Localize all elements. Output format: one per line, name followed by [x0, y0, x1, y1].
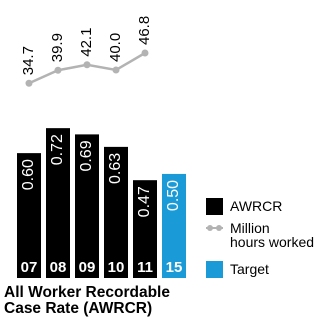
- hours-label-08: 39.9: [49, 33, 66, 62]
- legend-item-awrcr: AWRCR: [206, 198, 283, 215]
- category-label-11: 11: [137, 259, 153, 276]
- bar-value-label-10: 0.63: [107, 153, 124, 184]
- hours-point-07: [25, 79, 33, 87]
- hours-point-11: [141, 49, 149, 57]
- legend-label-target: Target: [230, 261, 269, 277]
- category-label-15: 15: [166, 259, 183, 276]
- legend-item-target: Target: [206, 261, 269, 278]
- bar-07: [17, 153, 41, 278]
- hours-point-09: [83, 61, 91, 69]
- hours-point-10: [112, 66, 120, 74]
- bar-10: [104, 146, 128, 278]
- legend-label-hours: Million hours worked: [230, 220, 315, 250]
- chart-title: All Worker Recordable Case Rate (AWRCR): [4, 285, 304, 317]
- category-label-09: 09: [79, 259, 96, 276]
- legend-item-hours: Million hours worked: [206, 221, 314, 249]
- hours-label-11: 46.8: [136, 16, 153, 45]
- hours-label-10: 40.0: [107, 33, 124, 62]
- chart-title-line-1: All Worker Recordable: [4, 284, 170, 301]
- category-label-07: 07: [21, 259, 38, 276]
- bar-value-label-15: 0.50: [165, 180, 182, 211]
- legend-line-dot-icon: [206, 225, 223, 231]
- bar-08: [46, 128, 70, 278]
- bar-value-label-08: 0.72: [49, 134, 66, 165]
- bar-value-label-09: 0.69: [78, 140, 95, 171]
- bar-11: [133, 180, 157, 278]
- category-label-08: 08: [50, 259, 67, 276]
- hours-label-09: 42.1: [78, 28, 95, 57]
- category-label-10: 10: [108, 259, 125, 276]
- chart-title-line-2: Case Rate (AWRCR): [4, 300, 153, 317]
- bar-15: [162, 173, 186, 278]
- bar-value-label-11: 0.47: [136, 186, 153, 217]
- legend-label-awrcr: AWRCR: [230, 198, 283, 214]
- hours-point-08: [54, 66, 62, 74]
- bar-value-label-07: 0.60: [20, 159, 37, 190]
- hours-label-07: 34.7: [20, 46, 37, 75]
- legend-swatch-awrcr: [206, 198, 223, 215]
- bar-09: [75, 134, 99, 278]
- legend-swatch-target: [206, 261, 223, 278]
